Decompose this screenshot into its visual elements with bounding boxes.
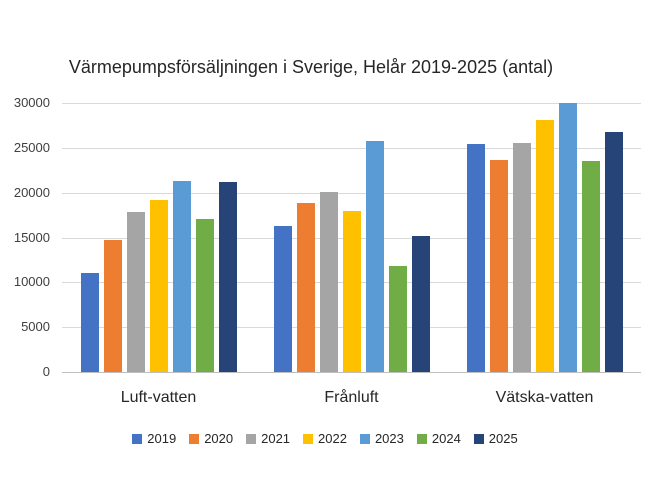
- bar-luft-vatten-2023: [172, 181, 191, 372]
- legend-item-2021: 2021: [246, 431, 290, 446]
- x-axis-line: [62, 372, 641, 373]
- gridline-20000: [62, 192, 641, 194]
- legend: 2019 2020 2021 2022 2023 2024 2025: [15, 431, 635, 446]
- bar-fr-nluft-2019: [273, 225, 292, 372]
- y-axis-tick-label-25000: 25000: [13, 139, 50, 155]
- plot-area: [62, 103, 641, 373]
- legend-label-2025: 2025: [488, 431, 518, 446]
- bar-group-fr-nluft: [255, 103, 448, 372]
- bar-v-tska-vatten-2019: [466, 144, 485, 372]
- bar-group-luft-vatten: [62, 103, 255, 372]
- y-axis-tick-label-20000: 20000: [13, 184, 50, 200]
- bar-luft-vatten-2020: [103, 240, 122, 372]
- bar-luft-vatten-2019: [80, 273, 99, 372]
- bar-v-tska-vatten-2021: [512, 143, 531, 372]
- bar-fr-nluft-2025: [411, 235, 430, 372]
- bar-fr-nluft-2021: [319, 191, 338, 372]
- bar-luft-vatten-2025: [218, 181, 237, 372]
- y-axis-tick-label-10000: 10000: [13, 274, 50, 290]
- chart-title: Värmepumpsförsäljningen i Sverige, Helår…: [68, 57, 554, 77]
- bar-v-tska-vatten-2022: [535, 120, 554, 372]
- legend-swatch-2025: [473, 433, 484, 444]
- legend-item-2024: 2024: [416, 431, 461, 446]
- legend-swatch-2021: [246, 433, 257, 444]
- legend-item-2022: 2022: [303, 431, 347, 446]
- y-axis-tick-label-0: 0: [42, 364, 50, 379]
- legend-label-2020: 2020: [204, 431, 234, 446]
- x-axis-category-label-fr-nluft: Frånluft: [324, 389, 379, 406]
- legend-swatch-2022: [303, 433, 314, 444]
- bar-v-tska-vatten-2020: [489, 159, 508, 372]
- gridline-25000: [62, 147, 641, 149]
- bar-v-tska-vatten-2025: [604, 131, 623, 372]
- legend-swatch-2023: [359, 433, 370, 444]
- legend-item-2025: 2025: [473, 431, 518, 446]
- bar-group-v-tska-vatten: [448, 103, 641, 372]
- legend-label-2022: 2022: [318, 431, 347, 446]
- x-axis-category-label-luft-vatten: Luft-vatten: [120, 389, 197, 406]
- legend-swatch-2020: [189, 433, 200, 444]
- x-axis-category-label-v-tska-vatten: Vätska-vatten: [495, 389, 594, 406]
- bar-luft-vatten-2022: [149, 199, 168, 372]
- legend-label-2021: 2021: [261, 431, 291, 446]
- gridline-30000: [62, 103, 641, 104]
- legend-swatch-2019: [132, 433, 143, 444]
- bar-fr-nluft-2022: [342, 210, 361, 372]
- legend-item-2023: 2023: [359, 431, 404, 446]
- bar-fr-nluft-2024: [388, 266, 407, 372]
- bar-fr-nluft-2020: [296, 202, 315, 372]
- legend-label-2023: 2023: [374, 431, 404, 446]
- legend-swatch-2024: [416, 433, 427, 444]
- legend-item-2020: 2020: [189, 431, 233, 446]
- bar-v-tska-vatten-2024: [581, 161, 600, 372]
- y-axis-tick-label-5000: 5000: [21, 319, 50, 335]
- bar-fr-nluft-2023: [365, 140, 384, 372]
- legend-label-2019: 2019: [147, 431, 177, 446]
- legend-item-2019: 2019: [132, 431, 176, 446]
- y-axis-tick-label-15000: 15000: [13, 229, 50, 245]
- y-axis-tick-label-30000: 30000: [13, 95, 50, 110]
- bar-v-tska-vatten-2023: [558, 103, 577, 372]
- bar-luft-vatten-2021: [126, 212, 145, 372]
- legend-label-2024: 2024: [431, 431, 461, 446]
- bar-luft-vatten-2024: [195, 218, 214, 372]
